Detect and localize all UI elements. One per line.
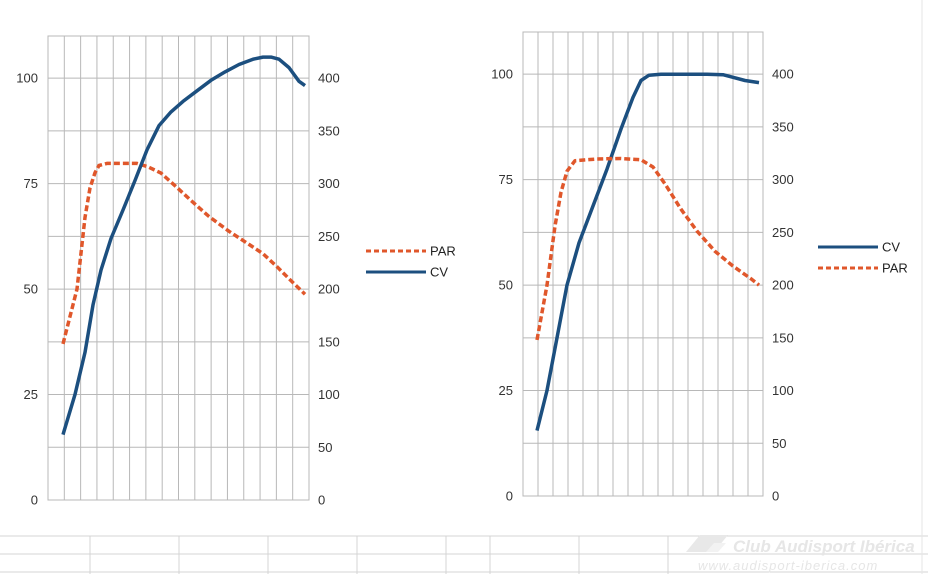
- right-axis-tick-label: 0: [318, 493, 325, 508]
- legend-label-cv: CV: [430, 265, 448, 280]
- chart-right: 0 25 50 75 100 0 50 100 150 200 250 300 350 400 CV PAR: [491, 31, 908, 504]
- gridlines: [522, 31, 764, 497]
- legend: CV PAR: [818, 240, 908, 276]
- right-axis-tick-label: 50: [318, 440, 332, 455]
- right-axis-tick-label: 200: [318, 282, 340, 297]
- series-line-par: [61, 161, 307, 345]
- legend-label-par: PAR: [430, 244, 456, 259]
- right-axis-tick-label: 150: [772, 330, 794, 345]
- right-axis-tick-label: 50: [772, 436, 786, 451]
- right-axis-tick-label: 100: [318, 387, 340, 402]
- legend-label-cv: CV: [882, 240, 900, 255]
- right-axis-tick-label: 0: [772, 489, 779, 504]
- right-axis-tick-label: 400: [772, 67, 794, 82]
- left-axis-tick-label: 75: [24, 176, 38, 191]
- right-axis-tick-label: 400: [318, 71, 340, 86]
- series-line-cv: [535, 72, 760, 432]
- legend-label-par: PAR: [882, 261, 908, 276]
- watermark-url: www.audisport-iberica.com: [698, 558, 878, 573]
- legend: PAR CV: [366, 244, 456, 280]
- right-axis-tick-label: 250: [772, 225, 794, 240]
- right-axis-tick-label: 300: [772, 172, 794, 187]
- right-axis-tick-label: 350: [772, 119, 794, 134]
- series-line-par: [535, 156, 761, 341]
- left-axis-tick-label: 0: [506, 489, 513, 504]
- right-axis-tick-label: 250: [318, 229, 340, 244]
- chart-left: 0 25 50 75 100 0 50 100 150 200 250 300 350 400 PAR CV: [16, 35, 456, 508]
- left-axis-tick-label: 100: [491, 67, 513, 82]
- gridlines: [47, 35, 310, 501]
- left-axis-tick-label: 0: [31, 493, 38, 508]
- right-axis-tick-label: 100: [772, 383, 794, 398]
- series-line-cv: [61, 55, 307, 436]
- watermark-logo-icon: [686, 535, 728, 552]
- watermark: Club Audisport Ibérica www.audisport-ibe…: [686, 535, 915, 573]
- right-axis-tick-label: 300: [318, 176, 340, 191]
- left-axis-tick-label: 25: [499, 383, 513, 398]
- watermark-title: Club Audisport Ibérica: [733, 537, 915, 556]
- left-axis-tick-label: 50: [24, 282, 38, 297]
- left-axis-tick-label: 25: [24, 387, 38, 402]
- right-axis-tick-label: 200: [772, 278, 794, 293]
- left-axis-tick-label: 75: [499, 172, 513, 187]
- left-axis-tick-label: 100: [16, 71, 38, 86]
- right-axis-tick-label: 150: [318, 334, 340, 349]
- left-axis-tick-label: 50: [499, 278, 513, 293]
- right-axis-tick-label: 350: [318, 123, 340, 138]
